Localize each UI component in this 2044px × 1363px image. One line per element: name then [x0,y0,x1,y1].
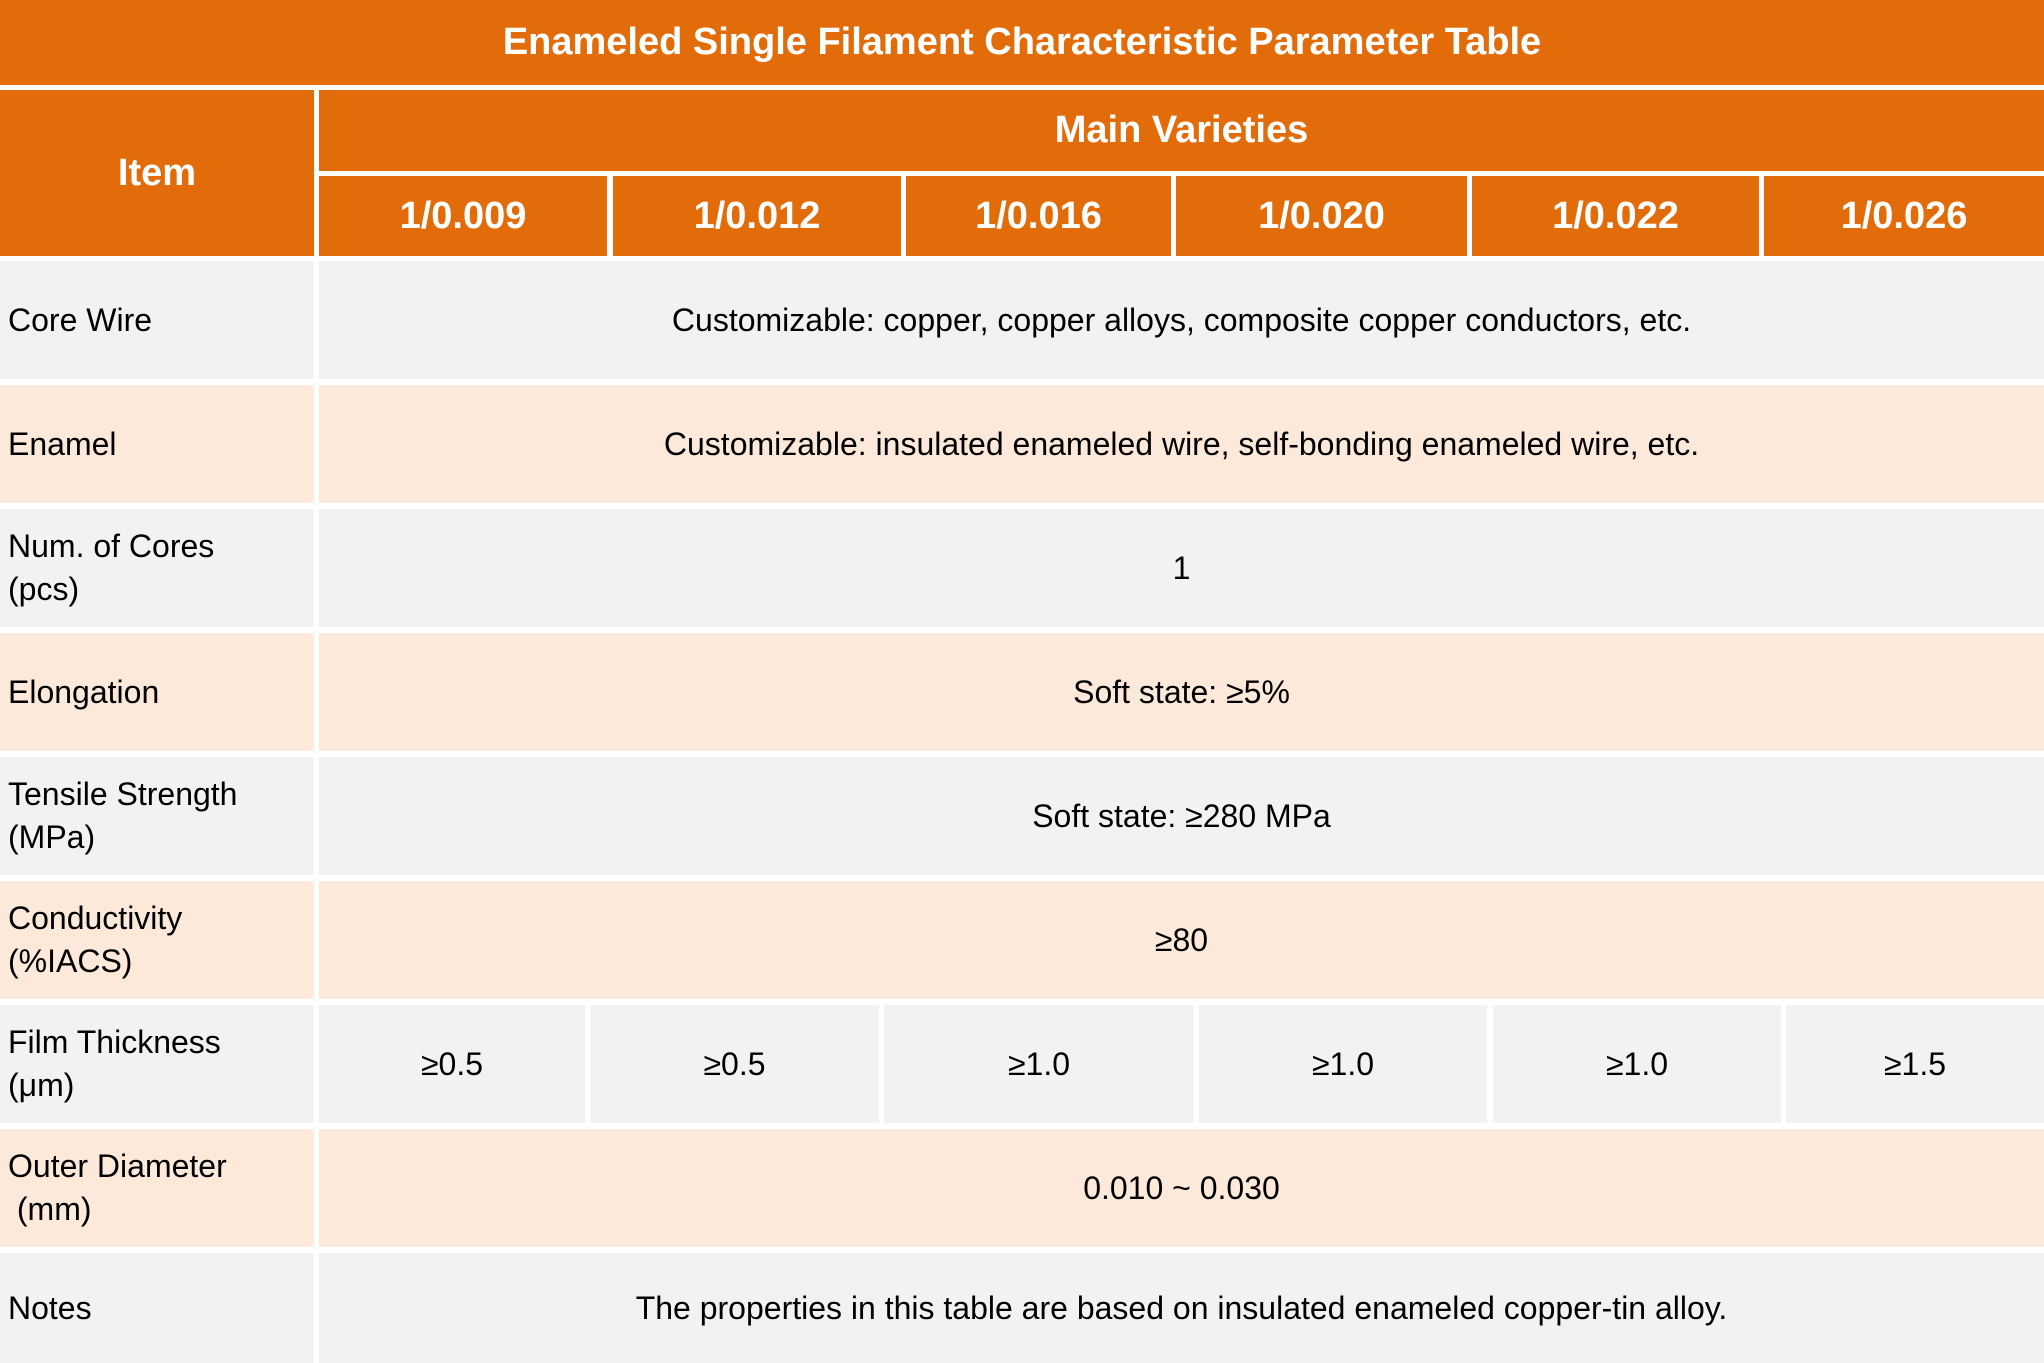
table-row-core-wire: Core Wire Customizable: copper, copper a… [0,261,2044,379]
table-row-elongation: Elongation Soft state: ≥5% [0,633,2044,751]
table-row-outer-diameter: Outer Diameter (mm) 0.010 ~ 0.030 [0,1129,2044,1247]
table-row-num-cores: Num. of Cores (pcs) 1 [0,509,2044,627]
row-value: 1 [319,509,2044,627]
row-label: Core Wire [0,261,314,379]
table-row-notes: Notes The properties in this table are b… [0,1253,2044,1363]
row-label: Conductivity (%IACS) [0,881,314,999]
table-title: Enameled Single Filament Characteristic … [0,0,2044,85]
row-label: Notes [0,1253,314,1363]
row-value: Soft state: ≥5% [319,633,2044,751]
table-row-conductivity: Conductivity (%IACS) ≥80 [0,881,2044,999]
row-label: Tensile Strength (MPa) [0,757,314,875]
table-row-enamel: Enamel Customizable: insulated enameled … [0,385,2044,503]
header-variety-4: 1/0.020 [1176,176,1467,256]
row-label: Num. of Cores (pcs) [0,509,314,627]
header-variety-1: 1/0.009 [319,176,607,256]
row-value: ≥80 [319,881,2044,999]
row-value: ≥0.5 [590,1005,879,1123]
row-value: Customizable: copper, copper alloys, com… [319,261,2044,379]
row-value: ≥1.5 [1786,1005,2044,1123]
header-variety-3: 1/0.016 [906,176,1171,256]
header-main-varieties: Main Varieties [319,90,2044,171]
row-label: Elongation [0,633,314,751]
row-label: Enamel [0,385,314,503]
header-variety-2: 1/0.012 [613,176,901,256]
row-value: ≥0.5 [319,1005,585,1123]
row-value: ≥1.0 [884,1005,1194,1123]
row-value: ≥1.0 [1199,1005,1487,1123]
table-row-tensile-strength: Tensile Strength (MPa) Soft state: ≥280 … [0,757,2044,875]
row-value: The properties in this table are based o… [319,1253,2044,1363]
header-variety-5: 1/0.022 [1472,176,1759,256]
row-value: Customizable: insulated enameled wire, s… [319,385,2044,503]
row-value: ≥1.0 [1493,1005,1781,1123]
row-label: Film Thickness (μm) [0,1005,314,1123]
header-variety-6: 1/0.026 [1764,176,2044,256]
row-value: 0.010 ~ 0.030 [319,1129,2044,1247]
header-item: Item [0,90,314,256]
row-value: Soft state: ≥280 MPa [319,757,2044,875]
table-row-film-thickness: Film Thickness (μm) ≥0.5 ≥0.5 ≥1.0 ≥1.0 … [0,1005,2044,1123]
row-label: Outer Diameter (mm) [0,1129,314,1247]
